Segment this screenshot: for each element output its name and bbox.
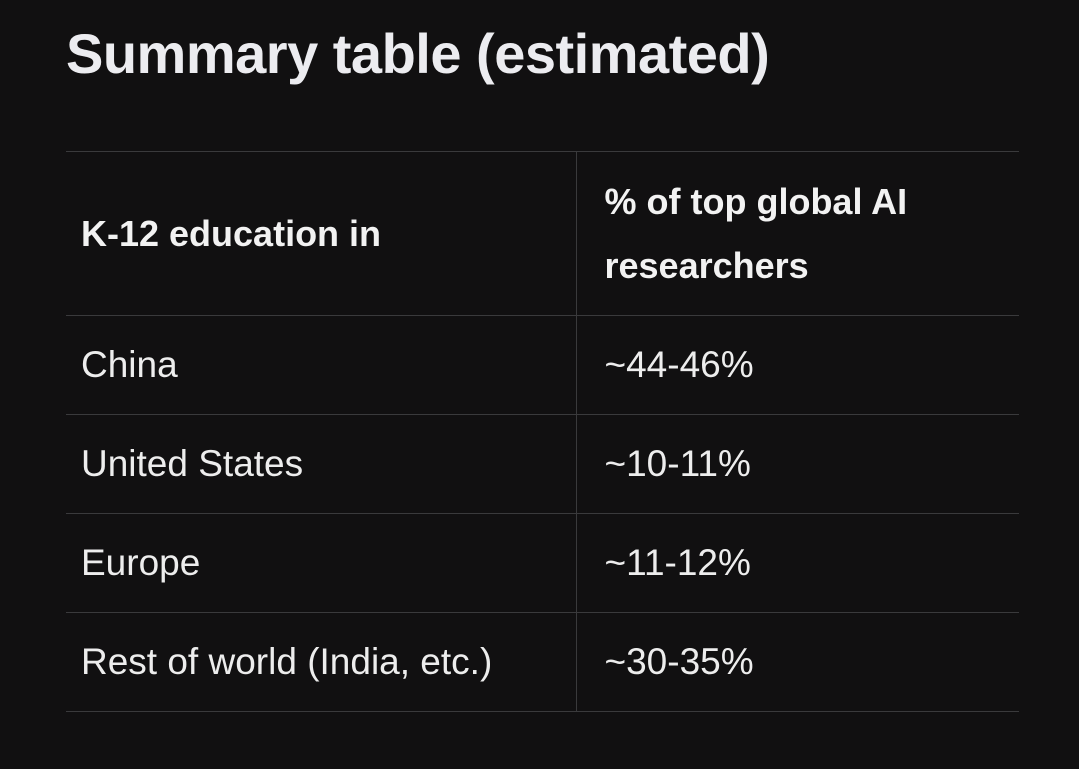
table-row: Rest of world (India, etc.) ~30-35%	[66, 612, 1019, 712]
summary-table-container: K-12 education in % of top global AI res…	[66, 151, 1019, 712]
table-row: Europe ~11-12%	[66, 513, 1019, 613]
column-header-education: K-12 education in	[66, 151, 576, 316]
table-header-row: K-12 education in % of top global AI res…	[66, 151, 1019, 316]
cell-percentage: ~10-11%	[575, 414, 1019, 514]
column-header-researchers: % of top global AI researchers	[575, 151, 1019, 316]
column-header-education-label: K-12 education in	[81, 212, 382, 254]
cell-percentage: ~44-46%	[575, 315, 1019, 415]
cell-region: China	[66, 315, 576, 415]
page-title: Summary table (estimated)	[66, 22, 770, 85]
column-header-researchers-label: % of top global AI researchers	[604, 180, 908, 286]
cell-region: United States	[66, 414, 576, 514]
summary-table: K-12 education in % of top global AI res…	[66, 151, 1019, 712]
cell-region: Europe	[66, 513, 576, 613]
cell-percentage: ~30-35%	[575, 612, 1019, 712]
table-row: United States ~10-11%	[66, 414, 1019, 514]
cell-percentage: ~11-12%	[575, 513, 1019, 613]
cell-region: Rest of world (India, etc.)	[66, 612, 576, 712]
table-row: China ~44-46%	[66, 315, 1019, 415]
